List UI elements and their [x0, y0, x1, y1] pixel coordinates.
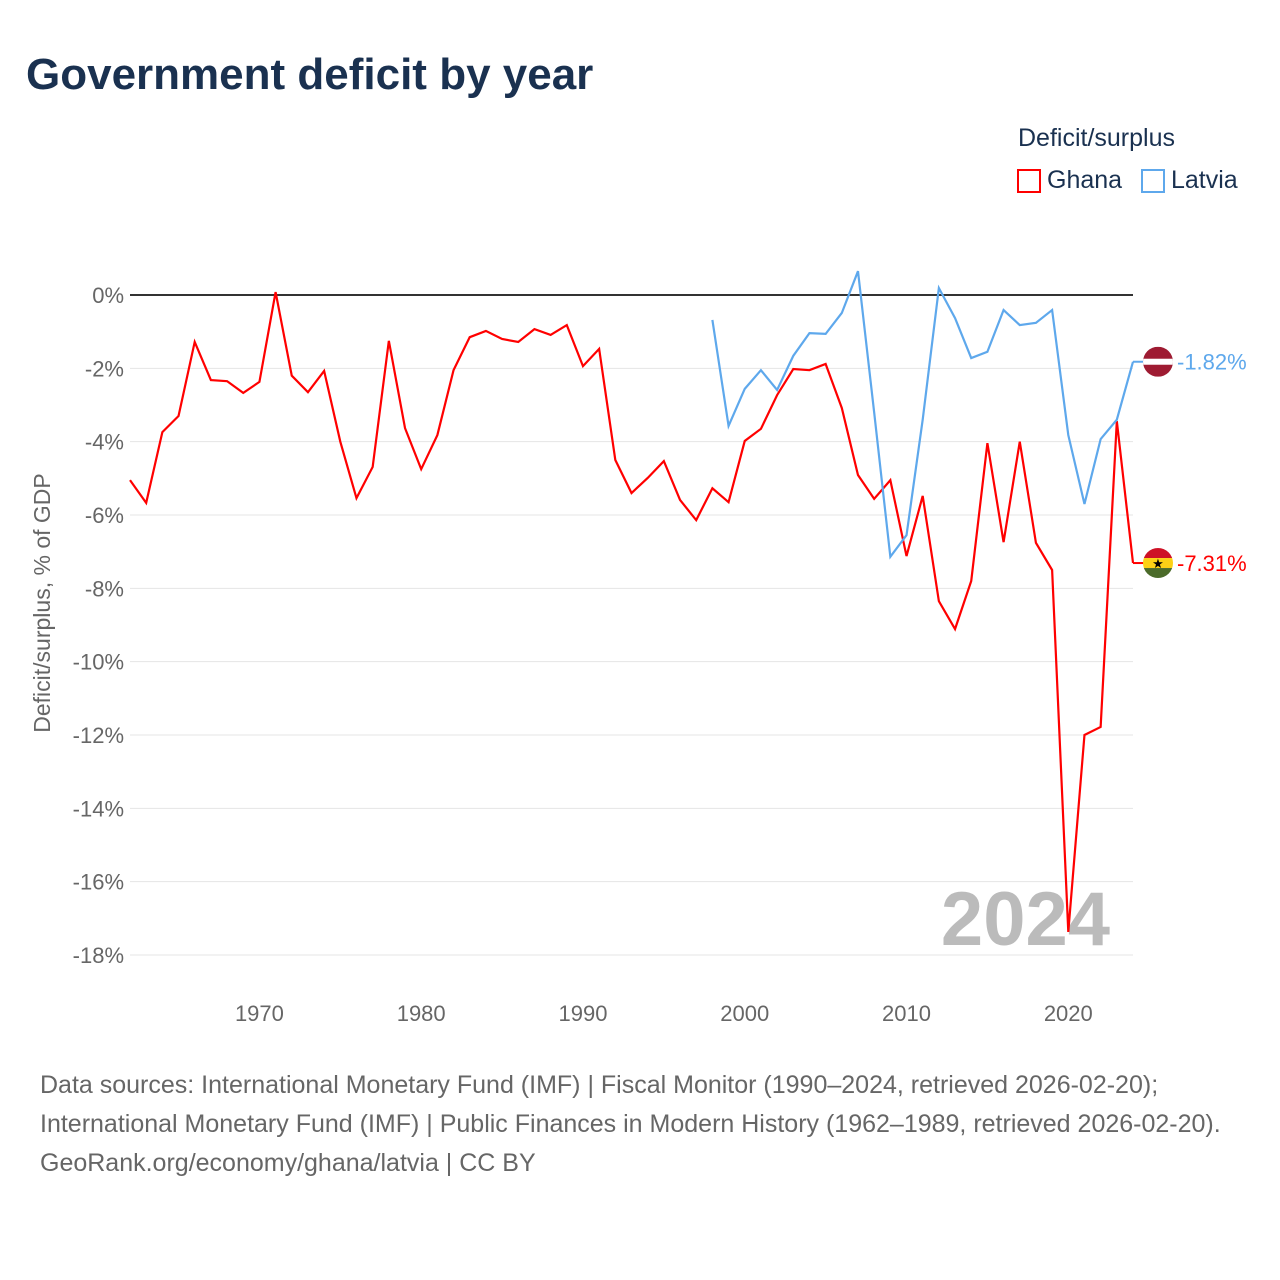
latvia-swatch: [1141, 168, 1165, 193]
y-tick-label: -10%: [73, 650, 124, 675]
x-tick-label: 1980: [397, 1001, 446, 1026]
chart-title: Government deficit by year: [26, 50, 594, 99]
y-tick-label: -6%: [85, 503, 124, 528]
latvia-flag-icon: [1143, 346, 1173, 377]
data-sources: Data sources: International Monetary Fun…: [40, 1071, 1221, 1138]
y-tick-label: -2%: [85, 356, 124, 381]
x-tick-label: 1990: [558, 1001, 607, 1026]
y-tick-label: -8%: [85, 576, 124, 601]
x-tick-label: 1970: [235, 1001, 284, 1026]
x-tick-label: 2020: [1044, 1001, 1093, 1026]
credit: GeoRank.org/economy/ghana/latvia | CC BY: [40, 1149, 536, 1177]
legend-label: Latvia: [1171, 166, 1238, 194]
y-tick-label: -4%: [85, 430, 124, 455]
svg-text:★: ★: [1152, 556, 1164, 571]
series-line-ghana[interactable]: [129, 291, 1135, 932]
plot-area: 2024 0% -2% -4% -6% -8% -10% -12% -14% -16% -18% 1…: [29, 270, 1247, 1026]
legend-item-latvia[interactable]: Latvia: [1141, 166, 1238, 195]
legend-title: Deficit/surplus: [1018, 124, 1175, 152]
y-tick-label: -18%: [73, 943, 124, 968]
legend-item-ghana[interactable]: Ghana: [1017, 166, 1122, 195]
y-tick-label: -16%: [73, 870, 124, 895]
footer: Data sources: International Monetary Fun…: [40, 1066, 1240, 1183]
y-axis-label: Deficit/surplus, % of GDP: [29, 473, 55, 732]
y-tick-label: 0%: [92, 283, 124, 308]
end-value-label: -7.31%: [1177, 551, 1247, 576]
ghana-swatch: [1017, 168, 1041, 193]
legend-label: Ghana: [1047, 166, 1123, 194]
end-value-label: -1.82%: [1177, 350, 1247, 375]
series-line-latvia[interactable]: [711, 270, 1135, 560]
year-watermark: 2024: [941, 877, 1110, 962]
x-tick-label: 2000: [720, 1001, 769, 1026]
ghana-flag-icon: ★: [1143, 548, 1173, 579]
y-tick-label: -12%: [73, 723, 124, 748]
y-tick-label: -14%: [73, 796, 124, 821]
x-tick-label: 2010: [882, 1001, 931, 1026]
